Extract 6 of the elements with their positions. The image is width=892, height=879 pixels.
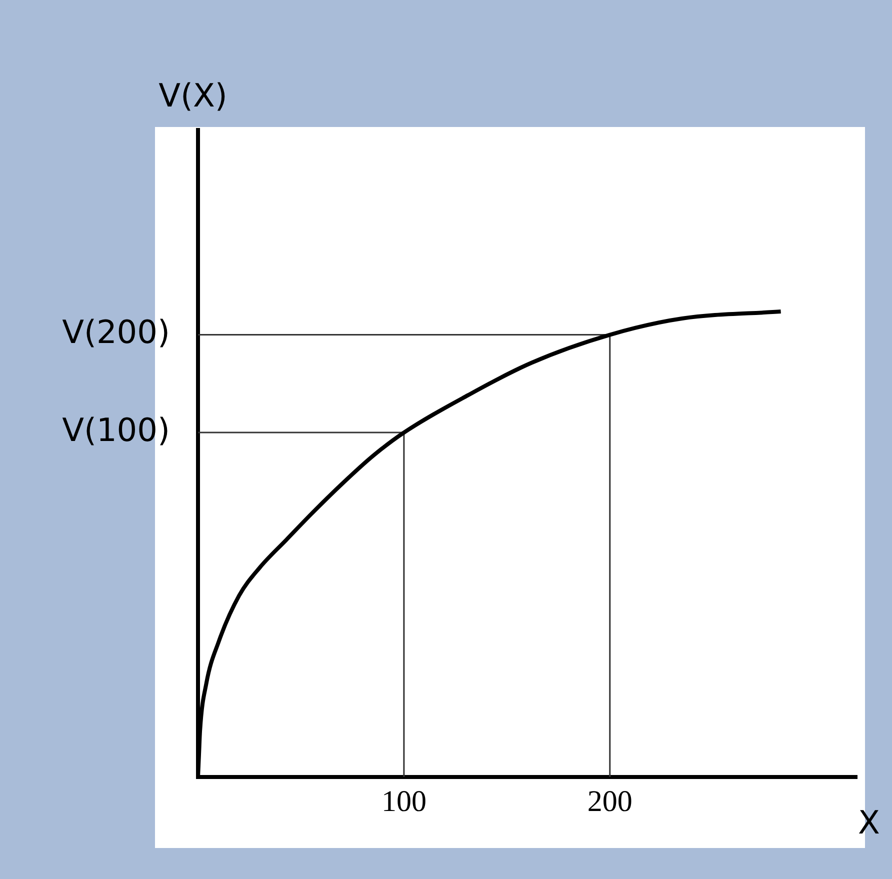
text: V(X) (158, 76, 228, 114)
x-tick-label: 200 (587, 784, 632, 818)
ref-line-label: V(100) (62, 410, 170, 449)
x-axis-title: X (858, 803, 880, 842)
ref-line-label: V(200) (62, 313, 170, 352)
x-tick-label: 100 (381, 784, 426, 818)
